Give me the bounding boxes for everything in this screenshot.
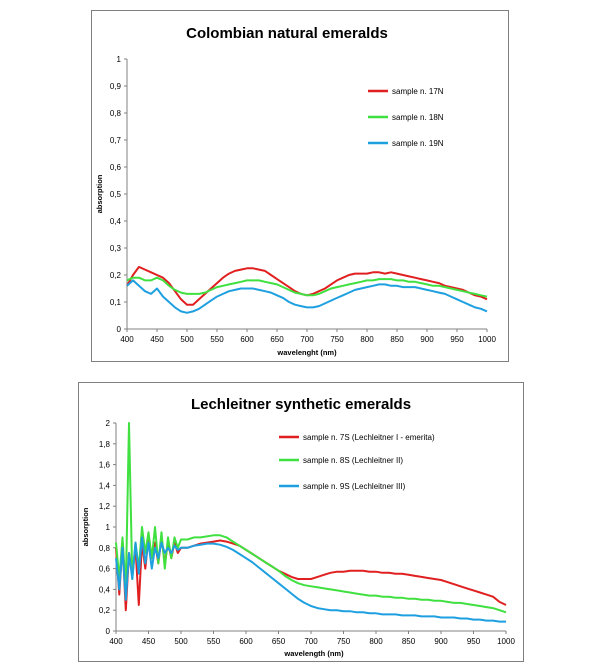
y-axis-label: absorption [95, 174, 104, 213]
y-tick-label: 2 [106, 419, 111, 428]
y-tick-label: 0 [106, 627, 111, 636]
chart-lechleitner: Lechleitner synthetic emeralds 0 0,2 0,4 0,6… [81, 396, 515, 658]
y-tick-label: 0,7 [110, 136, 122, 145]
chart-title: Colombian natural emeralds [186, 25, 388, 42]
x-tick-label: 850 [390, 335, 404, 344]
x-axis-label: wavelength (nm) [283, 649, 344, 658]
chart-title: Lechleitner synthetic emeralds [191, 396, 411, 413]
legend-label-2: sample n. 8S (Lechleitner II) [303, 456, 403, 465]
x-tick-label: 650 [272, 637, 286, 646]
legend-label-2: sample n. 18N [392, 113, 444, 122]
y-tick-label: 0,4 [99, 585, 111, 594]
x-tick-label: 750 [330, 335, 344, 344]
legend-label-3: sample n. 9S (Lechleitner III) [303, 482, 406, 491]
x-tick-label: 1000 [497, 637, 515, 646]
y-tick-label: 1,2 [99, 502, 111, 511]
x-tick-label: 700 [300, 335, 314, 344]
series-line-3 [126, 279, 488, 314]
x-tick-label: 500 [180, 335, 194, 344]
chart-panel-colombian: Colombian natural emeralds 0 0,1 0,2 0,3 0,4 0… [91, 10, 509, 362]
x-tick-label: 950 [467, 637, 481, 646]
y-tick-label: 1,4 [99, 481, 111, 490]
series-line-1 [115, 536, 507, 612]
legend-label-3: sample n. 19N [392, 139, 444, 148]
y-tick-label: 1,6 [99, 461, 111, 470]
y-tick-label: 0 [117, 325, 122, 334]
chart-panel-lechleitner: Lechleitner synthetic emeralds 0 0,2 0,4 0,6… [78, 382, 524, 662]
series-line-2 [115, 422, 507, 614]
x-tick-label: 650 [270, 335, 284, 344]
x-tick-label: 400 [120, 335, 134, 344]
y-tick-label: 0,6 [99, 565, 111, 574]
x-tick-label: 450 [142, 637, 156, 646]
y-tick-label: 1 [106, 523, 111, 532]
x-tick-label: 850 [402, 637, 416, 646]
y-tick-label: 0,4 [110, 217, 122, 226]
x-tick-label: 400 [109, 637, 123, 646]
legend-label-1: sample n. 7S (Lechleitner I - emerita) [303, 433, 435, 442]
y-tick-label: 1 [117, 55, 122, 64]
y-tick-label: 0,6 [110, 163, 122, 172]
y-tick-label: 0,2 [110, 271, 122, 280]
x-tick-label: 450 [150, 335, 164, 344]
x-tick-label: 950 [450, 335, 464, 344]
chart-colombian: Colombian natural emeralds 0 0,1 0,2 0,3 0,4 0… [95, 25, 496, 357]
x-tick-label: 800 [360, 335, 374, 344]
y-tick-label: 0,8 [110, 109, 122, 118]
y-tick-label: 0,2 [99, 606, 111, 615]
x-tick-label: 550 [207, 637, 221, 646]
x-tick-label: 550 [210, 335, 224, 344]
x-axis-label: wavelenght (nm) [276, 348, 337, 357]
x-tick-label: 600 [239, 637, 253, 646]
x-tick-label: 750 [337, 637, 351, 646]
x-tick-label: 600 [240, 335, 254, 344]
series-line-3 [115, 536, 506, 623]
legend-label-1: sample n. 17N [392, 87, 444, 96]
x-tick-label: 800 [369, 637, 383, 646]
y-tick-label: 1,8 [99, 440, 111, 449]
x-tick-label: 700 [304, 637, 318, 646]
x-tick-label: 1000 [478, 335, 496, 344]
x-tick-label: 900 [434, 637, 448, 646]
series-line-2 [126, 276, 488, 298]
y-tick-label: 0,1 [110, 298, 122, 307]
x-tick-label: 500 [174, 637, 188, 646]
y-tick-label: 0,8 [99, 544, 111, 553]
y-axis-label: absorption [81, 507, 90, 546]
y-tick-label: 0,3 [110, 244, 122, 253]
y-tick-label: 0,5 [110, 190, 122, 199]
x-tick-label: 900 [420, 335, 434, 344]
y-tick-label: 0,9 [110, 82, 122, 91]
